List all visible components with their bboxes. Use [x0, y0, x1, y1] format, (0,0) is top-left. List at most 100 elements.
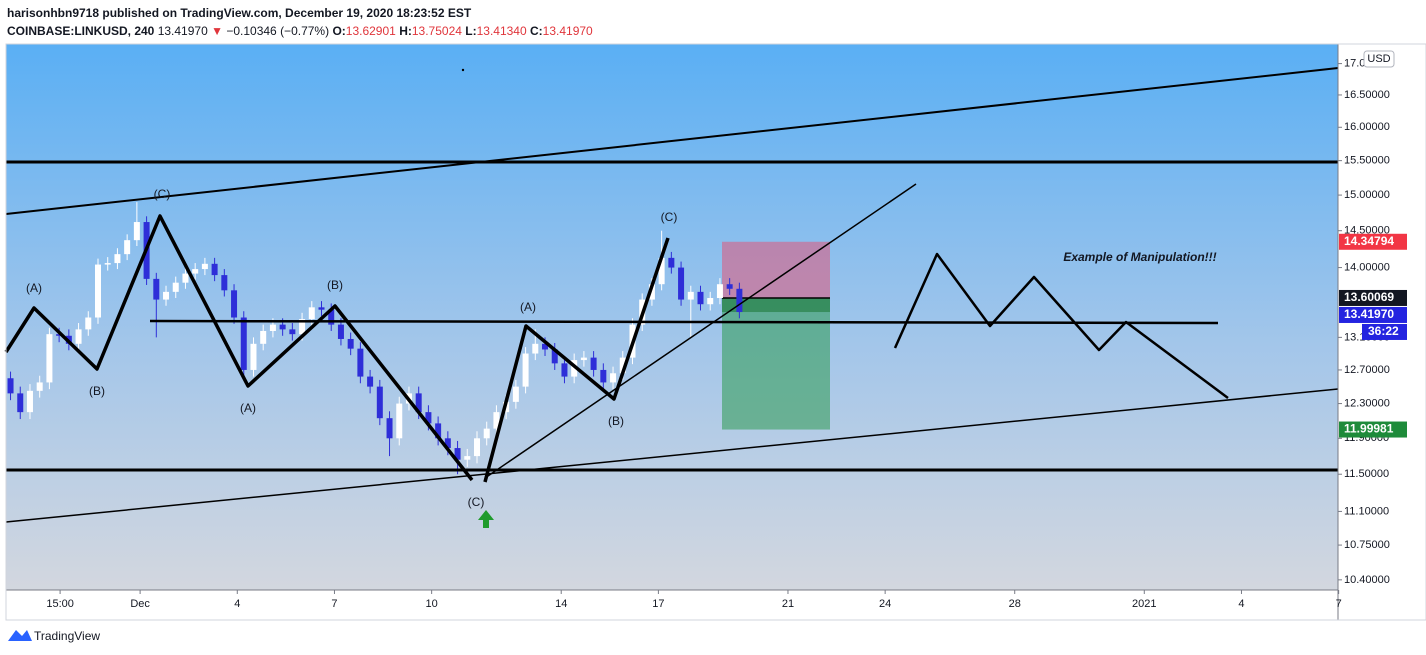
candle-body — [415, 393, 422, 413]
candle-body — [561, 363, 568, 377]
plot-background — [6, 44, 1338, 590]
symbol-line: COINBASE:LINKUSD, 240 13.41970 ▼ −0.1034… — [7, 22, 593, 40]
change: −0.10346 (−0.77%) — [226, 24, 330, 38]
publish-line: harisonhbn9718 published on TradingView.… — [7, 4, 593, 22]
x-tick-label: 4 — [1238, 598, 1244, 610]
candle-body — [697, 291, 704, 305]
wave-label: (C) — [468, 495, 485, 509]
dot — [461, 68, 465, 72]
candle-body — [707, 298, 714, 305]
candle-body — [94, 264, 101, 318]
candle-body — [46, 334, 53, 383]
price-badge-label: 14.34794 — [1344, 234, 1394, 248]
price: 13.41970 — [157, 24, 208, 38]
price-badge — [1339, 233, 1407, 250]
wave-label: (B) — [89, 384, 105, 398]
candle-body — [17, 393, 24, 413]
y-tick-label: 12.30000 — [1344, 397, 1390, 409]
open-label: O: — [332, 24, 346, 38]
candle-body — [172, 282, 179, 292]
candle-body — [726, 284, 733, 289]
candle-body — [153, 278, 160, 300]
manipulation-path — [893, 252, 1229, 400]
candle-body — [454, 448, 461, 460]
wave-label: (B) — [608, 414, 624, 428]
price-badge — [1339, 421, 1407, 438]
candle-body — [464, 456, 471, 460]
candle-body — [444, 438, 451, 449]
high-label: H: — [399, 24, 412, 38]
mid-line — [149, 319, 1219, 325]
price-badge-label: 13.60069 — [1344, 290, 1394, 304]
candle-body — [435, 423, 442, 439]
candle-body — [269, 324, 276, 331]
candle-body — [716, 284, 723, 299]
candle-body — [231, 290, 238, 318]
candle-body — [367, 376, 374, 387]
x-tick-label: 2021 — [1132, 598, 1156, 610]
wave-label: (C) — [661, 210, 678, 224]
header: harisonhbn9718 published on TradingView.… — [7, 4, 593, 40]
candle-body — [687, 291, 694, 300]
candle-body — [133, 222, 140, 241]
y-tick-label: 12.70000 — [1344, 364, 1390, 376]
x-tick-label: 24 — [879, 598, 891, 610]
candle-body — [522, 353, 529, 387]
candle-body — [221, 275, 228, 291]
x-tick-label: 21 — [782, 598, 794, 610]
candle-body — [668, 257, 675, 268]
candle-body — [201, 263, 208, 270]
candle-body — [318, 307, 325, 310]
countdown: 36:22 — [1368, 324, 1399, 338]
price-badge-label: 11.99981 — [1344, 422, 1394, 436]
price-badge-label: 13.41970 — [1344, 307, 1394, 321]
up-arrow — [478, 510, 494, 528]
stop-zone — [722, 241, 830, 298]
candle-body — [648, 284, 655, 300]
x-tick-label: 28 — [1009, 598, 1021, 610]
frame — [5, 43, 1426, 621]
candle-body — [240, 317, 247, 370]
price-badge — [1339, 306, 1407, 323]
x-tick-label: 17 — [652, 598, 664, 610]
candle-body — [610, 373, 617, 383]
low-value: 13.41340 — [476, 24, 527, 38]
candle-body — [571, 360, 578, 377]
candle-body — [658, 257, 665, 285]
currency-badge — [1363, 50, 1395, 68]
y-tick-label: 16.50000 — [1344, 89, 1390, 101]
candle-body — [260, 330, 267, 344]
trend-line — [484, 183, 917, 479]
candle-body — [337, 324, 344, 339]
x-tick-label: 14 — [555, 598, 567, 610]
open-value: 13.62901 — [345, 24, 396, 38]
x-tick-label: 7 — [331, 598, 337, 610]
candle-body — [289, 329, 296, 335]
candle-body — [600, 369, 607, 383]
candle-body — [85, 317, 92, 330]
y-tick-label: 15.50000 — [1344, 155, 1390, 167]
wave-path — [483, 237, 670, 483]
publish-info: harisonhbn9718 published on TradingView.… — [7, 6, 472, 20]
candle-body — [250, 343, 257, 370]
candle-body — [182, 273, 189, 283]
candle-body — [425, 412, 432, 424]
candle-body — [211, 263, 218, 276]
candle-body — [299, 319, 306, 335]
candle-body — [279, 324, 286, 330]
candle-body — [7, 378, 14, 394]
filled-zone — [722, 297, 830, 313]
candle-body — [678, 267, 685, 300]
candle-body — [36, 382, 43, 391]
wave-label: (A) — [520, 300, 536, 314]
candle-body — [542, 343, 549, 350]
candle-body — [396, 403, 403, 439]
wave-path — [4, 214, 474, 482]
x-tick-label: Dec — [130, 598, 150, 610]
candle-body — [357, 348, 364, 377]
candle-body — [386, 418, 393, 439]
close-value: 13.41970 — [542, 24, 593, 38]
candle-body — [532, 343, 539, 354]
